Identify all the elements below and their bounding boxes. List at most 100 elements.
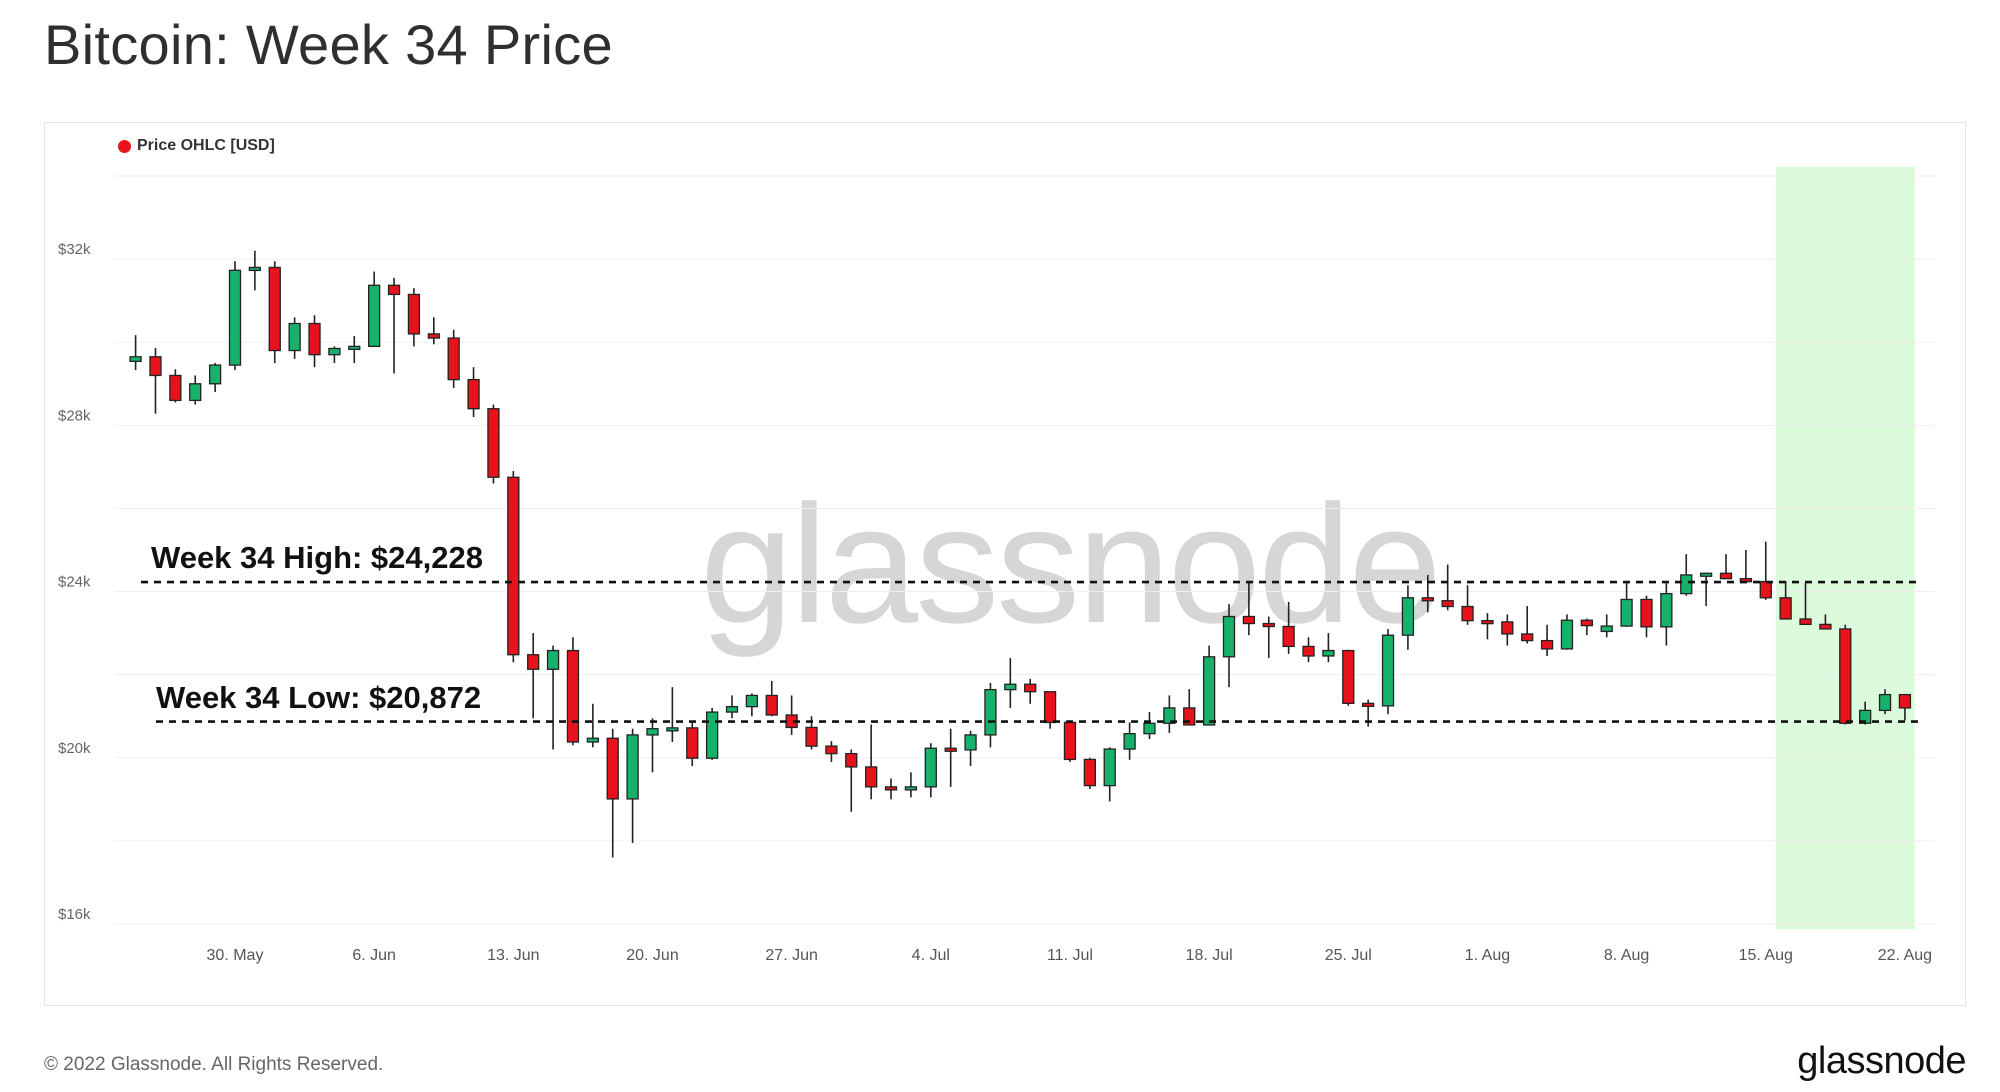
x-tick-label: 27. Jun	[765, 947, 817, 964]
candle	[1719, 554, 1733, 580]
candle-body	[705, 711, 719, 759]
glassnode-logo: glassnode	[1797, 1040, 1966, 1082]
week-34-low-label: Week 34 Low: $20,872	[156, 679, 482, 715]
candle	[507, 471, 520, 663]
candle	[1083, 757, 1096, 789]
candle-body	[546, 649, 560, 670]
candle	[1063, 720, 1077, 762]
candle-body	[527, 654, 540, 670]
candle	[1421, 574, 1434, 613]
candle	[904, 772, 918, 798]
candle	[487, 404, 500, 484]
candle	[288, 317, 301, 359]
candle	[348, 335, 361, 363]
candle	[1103, 747, 1116, 802]
x-tick-label: 13. Jun	[487, 947, 539, 964]
candle-body	[1699, 572, 1713, 577]
candle	[1381, 628, 1395, 715]
candle	[586, 703, 599, 748]
candle-body	[1719, 572, 1733, 580]
copyright-text: © 2022 Glassnode. All Rights Reserved.	[44, 1054, 384, 1075]
y-tick-label: $16k	[58, 906, 91, 923]
candle-body	[1481, 619, 1494, 625]
candle	[328, 346, 341, 363]
y-tick-label: $24k	[58, 574, 91, 591]
candle-body	[1242, 615, 1256, 625]
candle-body	[1024, 683, 1037, 693]
candle-body	[1183, 707, 1196, 726]
candle-body	[308, 322, 321, 356]
candle-body	[288, 322, 301, 352]
candle	[1600, 614, 1613, 638]
candle-body	[606, 737, 619, 800]
x-tick-label: 22. Aug	[1878, 947, 1932, 964]
candle	[566, 637, 580, 746]
y-tick-label: $32k	[58, 241, 91, 258]
candle-body	[1202, 656, 1216, 726]
candle-body	[1660, 592, 1673, 628]
candle-body	[1282, 625, 1295, 648]
candle-body	[1620, 598, 1633, 627]
candle	[686, 722, 699, 767]
candle-body	[1083, 758, 1096, 787]
candle	[1501, 614, 1514, 646]
x-tick-label: 18. Jul	[1186, 947, 1233, 964]
candle	[1580, 618, 1593, 636]
candle	[248, 250, 262, 291]
candle-body	[169, 374, 182, 402]
x-tick-label: 11. Jul	[1047, 947, 1093, 964]
candle	[984, 682, 997, 748]
candle	[467, 367, 480, 418]
chart-legend[interactable]: Price OHLC [USD]	[118, 137, 275, 155]
candle-body	[1540, 639, 1554, 650]
candle-body	[1143, 722, 1156, 735]
candle-body	[1759, 580, 1772, 599]
candle-body	[1401, 597, 1415, 636]
candle-body	[447, 337, 460, 381]
candle-body	[1043, 691, 1057, 724]
candle-body	[1262, 622, 1275, 628]
candle-body	[248, 266, 262, 272]
candle	[1759, 541, 1772, 600]
candle	[1322, 633, 1335, 663]
candle-body	[1878, 693, 1892, 712]
x-tick-label: 20. Jun	[626, 947, 678, 964]
candle-body	[725, 706, 739, 713]
candle	[1660, 583, 1673, 646]
candle	[626, 728, 639, 843]
candle-body	[129, 356, 142, 362]
candle-body	[348, 345, 361, 351]
candle	[1183, 689, 1196, 726]
candle	[944, 728, 957, 787]
candle	[1799, 583, 1812, 626]
candle-body	[1004, 683, 1017, 691]
candle-body	[1123, 733, 1136, 750]
candle	[427, 317, 440, 345]
candle	[964, 730, 977, 767]
page-title: Bitcoin: Week 34 Price	[44, 13, 613, 76]
candle	[1521, 606, 1534, 644]
candle	[1819, 614, 1832, 630]
candle-body	[1839, 628, 1852, 724]
candle-body	[1898, 693, 1912, 709]
candle-body	[964, 734, 977, 751]
candle	[1143, 712, 1156, 740]
candle-body	[1819, 623, 1832, 630]
candle	[1699, 572, 1713, 607]
candle	[606, 728, 619, 858]
x-tick-label: 30. May	[207, 947, 264, 964]
candle	[1461, 585, 1474, 625]
candle	[1282, 601, 1295, 654]
candle-body	[566, 649, 580, 743]
candle-body	[1799, 618, 1812, 626]
candle	[1342, 649, 1355, 706]
candle	[527, 633, 540, 719]
candle-body	[268, 266, 281, 352]
candle	[268, 261, 281, 363]
candle	[1680, 554, 1693, 596]
x-tick-label: 25. Jul	[1325, 947, 1372, 964]
week-34-high-label: Week 34 High: $24,228	[151, 540, 483, 576]
candle	[1242, 581, 1256, 636]
candle	[884, 778, 898, 800]
candle-body	[865, 766, 878, 788]
